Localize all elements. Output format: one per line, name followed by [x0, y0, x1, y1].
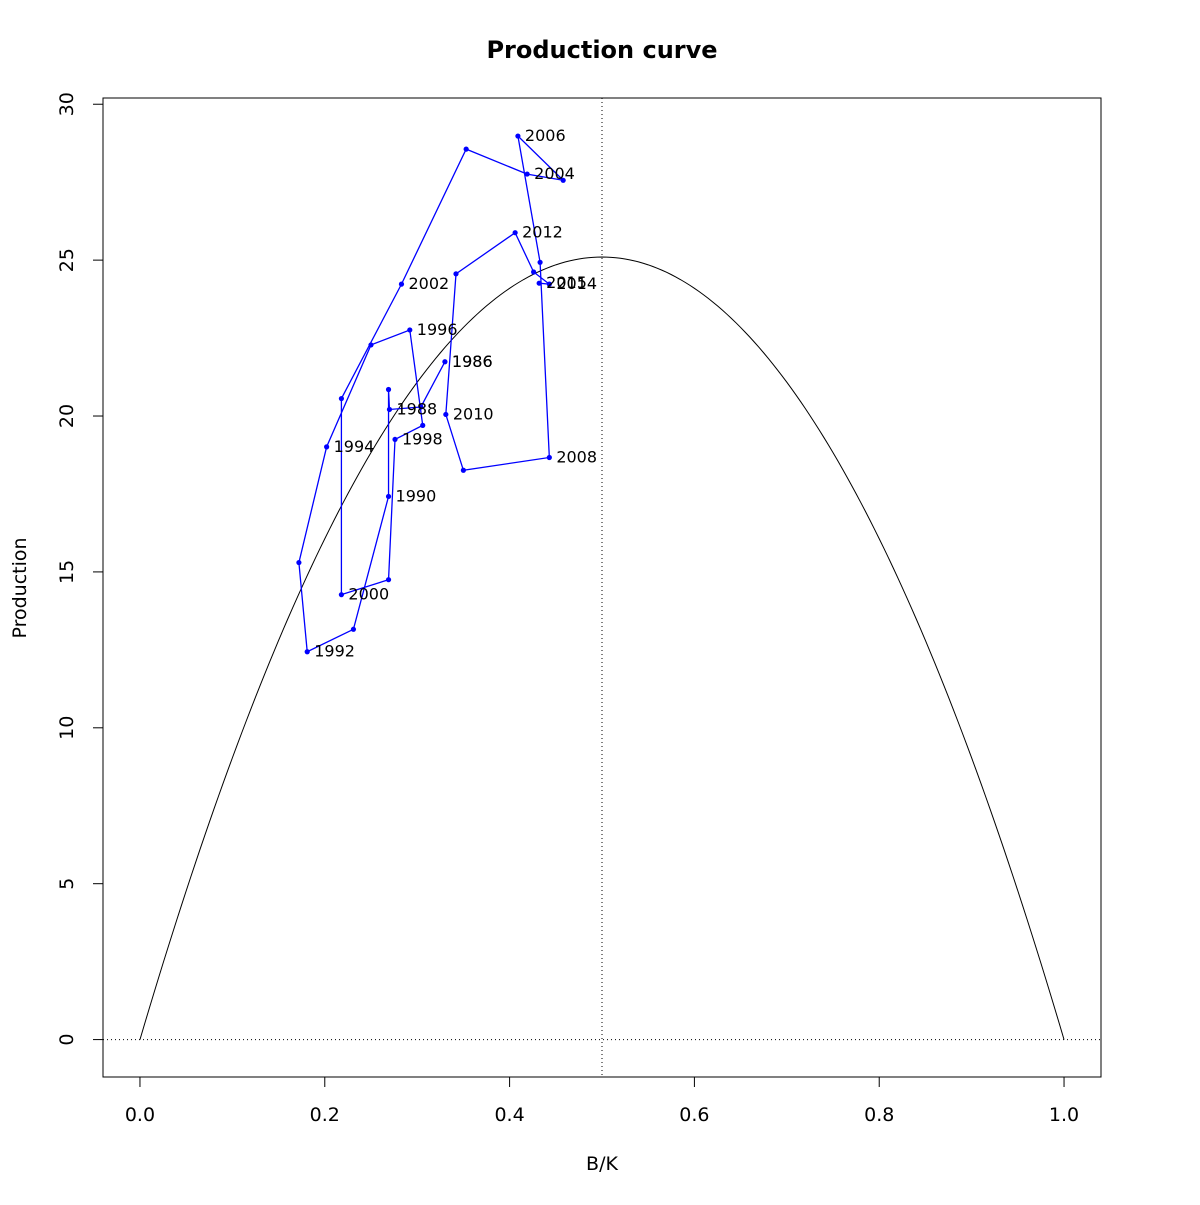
production-curve-group: [139, 256, 1065, 1040]
y-tick-label: 10: [56, 716, 78, 740]
data-point-1991: [350, 626, 357, 632]
data-point-1993: [296, 559, 302, 566]
data-point-2007: [537, 259, 543, 265]
y-tick-label: 0: [56, 1034, 78, 1046]
data-point-2002: [398, 281, 405, 287]
data-point-2003: [463, 146, 469, 152]
year-label: 2006: [525, 126, 566, 145]
data-point-1998: [392, 436, 398, 443]
x-axis-label: B/K: [586, 1153, 618, 1175]
data-point-1996: [407, 327, 413, 333]
data-point-2012: [512, 230, 518, 236]
year-label: 2008: [556, 447, 597, 466]
year-label: 2000: [348, 585, 389, 604]
production-curve: [139, 256, 1065, 1040]
year-label: 2012: [522, 223, 563, 242]
axes-group: 0.0 0.2 0.4 0.6 0.8 1.0 0 5 10 15 20 25 30: [56, 92, 1079, 1126]
year-label: 1990: [396, 486, 437, 505]
year-label: 1992: [314, 642, 355, 661]
y-axis-label: Production: [9, 537, 31, 638]
year-label: 1986: [452, 352, 493, 371]
data-point-2013: [531, 269, 537, 275]
year-label: 1988: [396, 399, 437, 418]
data-point-2004: [524, 171, 530, 177]
year-label: 1994: [334, 437, 375, 456]
year-label: 2014: [556, 274, 597, 293]
data-point-1999: [385, 577, 392, 583]
y-tick-label: 5: [56, 878, 78, 890]
chart-title: Production curve: [486, 36, 717, 64]
year-label: 2002: [408, 274, 449, 293]
data-point-2010: [443, 411, 449, 418]
data-point-1994: [324, 444, 330, 450]
x-tick-label: 1.0: [1049, 1104, 1079, 1126]
data-point-2005: [560, 177, 566, 183]
x-tick-label: 0.8: [864, 1104, 894, 1126]
x-tick-label: 0.2: [310, 1104, 340, 1126]
data-point-1992: [304, 649, 310, 655]
x-tick-label: 0.6: [679, 1104, 709, 1126]
y-tick-label: 25: [56, 248, 78, 272]
year-label: 2010: [453, 404, 494, 423]
data-point-1986: [442, 359, 448, 365]
trajectory-line: [298, 134, 566, 653]
year-label: 1998: [402, 429, 443, 448]
y-tick-label: 20: [56, 404, 78, 428]
year-label: 2015: [546, 273, 587, 292]
year-label: 1996: [417, 320, 458, 339]
year-label: 2004: [534, 164, 575, 183]
data-point-1988: [386, 406, 393, 413]
data-point-2011: [453, 271, 459, 277]
data-point-2001: [338, 395, 345, 402]
data-point-2014: [546, 281, 552, 287]
observed-series-group: [296, 133, 566, 655]
data-point-2006: [515, 133, 521, 139]
data-point-1995: [368, 342, 374, 348]
year-labels-group: 1986198619881990199219941996199820002002…: [314, 126, 597, 661]
data-point-1987: [418, 404, 424, 410]
data-point-1990: [385, 493, 392, 500]
year-label: 1986: [452, 352, 493, 371]
data-point-2009: [460, 467, 466, 473]
data-point-2008: [546, 454, 552, 461]
reference-lines: [103, 98, 1101, 1077]
data-point-1997: [420, 422, 426, 428]
data-point-2015: [536, 280, 542, 286]
data-point-2000: [338, 592, 345, 598]
x-tick-label: 0.0: [125, 1104, 155, 1126]
y-tick-label: 15: [56, 560, 78, 584]
y-tick-label: 30: [56, 92, 78, 116]
x-tick-label: 0.4: [494, 1104, 524, 1126]
data-point-1989: [385, 386, 392, 393]
